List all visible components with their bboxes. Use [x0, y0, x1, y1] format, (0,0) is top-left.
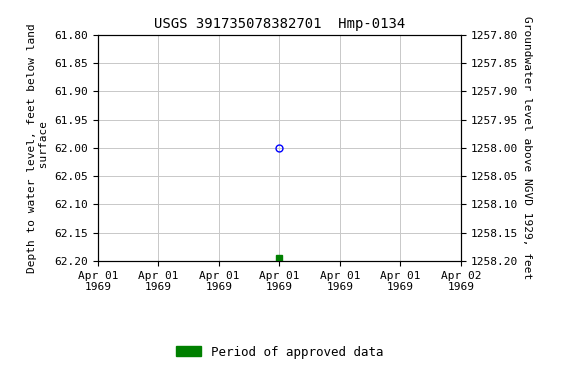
Y-axis label: Groundwater level above NGVD 1929, feet: Groundwater level above NGVD 1929, feet [522, 16, 532, 280]
Legend: Period of approved data: Period of approved data [170, 341, 388, 364]
Y-axis label: Depth to water level, feet below land
 surface: Depth to water level, feet below land su… [27, 23, 49, 273]
Title: USGS 391735078382701  Hmp-0134: USGS 391735078382701 Hmp-0134 [154, 17, 405, 31]
